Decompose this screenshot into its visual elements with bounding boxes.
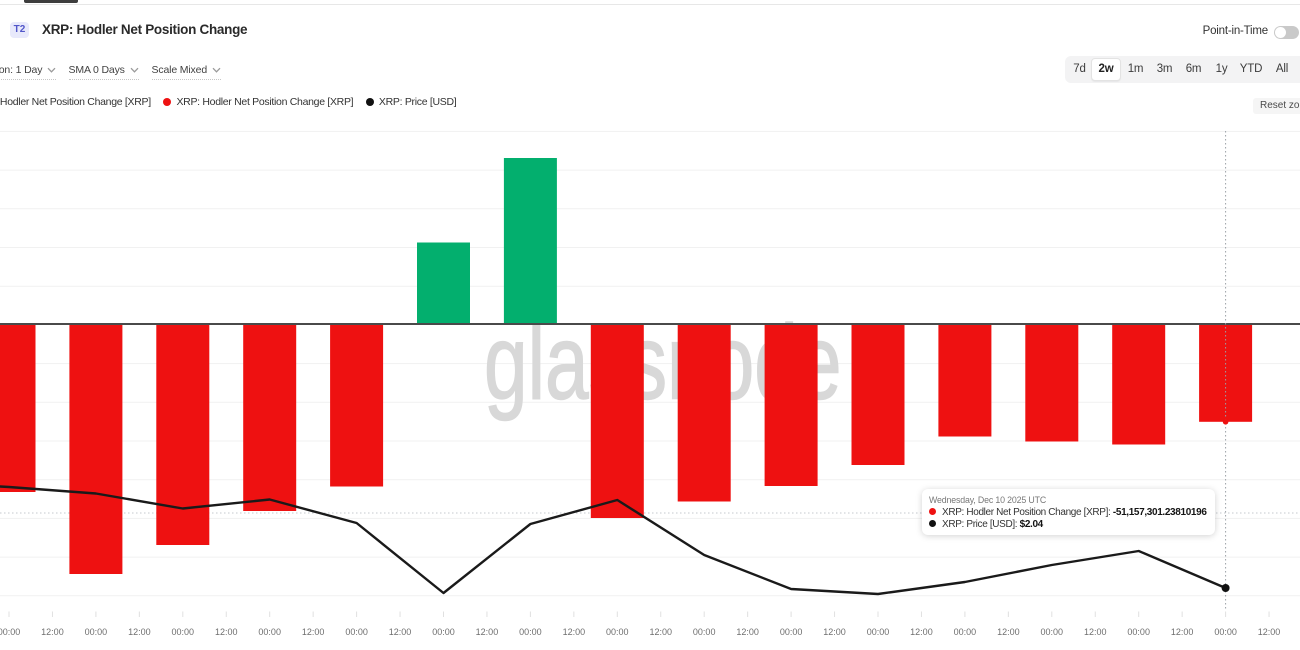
svg-text:12:00: 12:00 — [128, 627, 151, 637]
svg-text:00:00: 00:00 — [1214, 627, 1237, 637]
svg-text:12:00: 12:00 — [302, 627, 325, 637]
svg-text:12:00: 12:00 — [41, 627, 64, 637]
svg-text:00:00: 00:00 — [780, 627, 803, 637]
svg-text:00:00: 00:00 — [172, 627, 195, 637]
svg-text:12:00: 12:00 — [215, 627, 238, 637]
svg-text:00:00: 00:00 — [1127, 627, 1150, 637]
svg-text:12:00: 12:00 — [910, 627, 933, 637]
svg-text:00:00: 00:00 — [85, 627, 108, 637]
svg-text:00:00: 00:00 — [606, 627, 629, 637]
svg-text:00:00: 00:00 — [1041, 627, 1064, 637]
svg-text:00:00: 00:00 — [867, 627, 890, 637]
svg-text:12:00: 12:00 — [389, 627, 412, 637]
svg-text:00:00: 00:00 — [432, 627, 455, 637]
svg-text:12:00: 12:00 — [476, 627, 499, 637]
svg-text:00:00: 00:00 — [519, 627, 542, 637]
svg-text:12:00: 12:00 — [997, 627, 1020, 637]
svg-text:12:00: 12:00 — [736, 627, 759, 637]
svg-text:12:00: 12:00 — [1084, 627, 1107, 637]
svg-text:12:00: 12:00 — [1171, 627, 1194, 637]
svg-text:12:00: 12:00 — [823, 627, 846, 637]
svg-text:12:00: 12:00 — [563, 627, 586, 637]
svg-text:12:00: 12:00 — [649, 627, 672, 637]
svg-text:00:00: 00:00 — [0, 627, 20, 637]
svg-text:00:00: 00:00 — [954, 627, 977, 637]
svg-text:00:00: 00:00 — [345, 627, 368, 637]
svg-text:00:00: 00:00 — [258, 627, 281, 637]
svg-text:12:00: 12:00 — [1258, 627, 1281, 637]
svg-text:00:00: 00:00 — [693, 627, 716, 637]
